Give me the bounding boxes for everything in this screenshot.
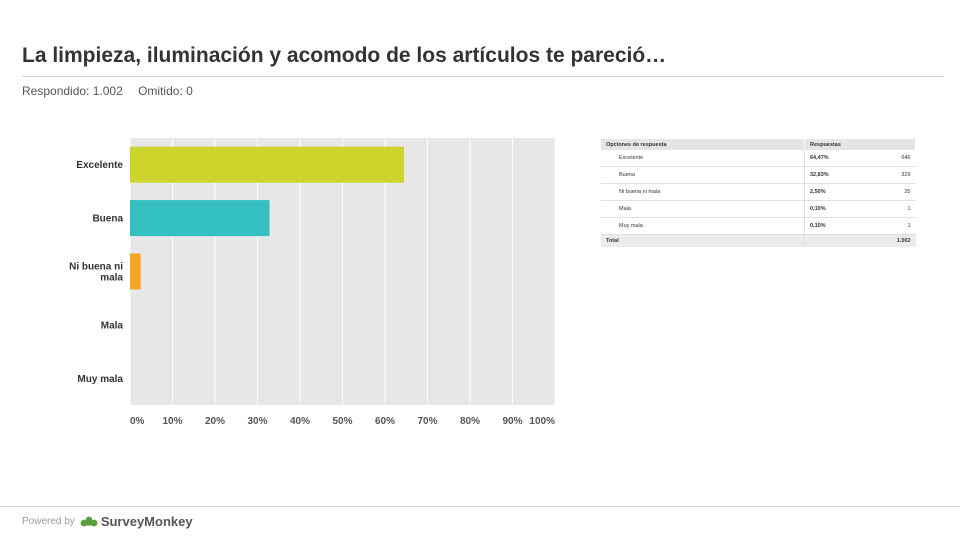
table-row: Excelente 64,47% 646 xyxy=(601,150,916,167)
brand-name: SurveyMonkey xyxy=(100,514,193,529)
option-percent: 32,83% xyxy=(804,166,872,184)
category-label: Mala xyxy=(101,320,124,331)
option-count: 1 xyxy=(871,200,916,218)
x-tick-label: 60% xyxy=(375,416,395,427)
answered-count: Respondido: 1.002 xyxy=(22,84,123,98)
powered-by-text: Powered by xyxy=(22,516,75,527)
x-tick-label: 100% xyxy=(529,416,555,427)
footer: Powered by SurveyMonkey xyxy=(22,514,193,529)
x-tick-label: 50% xyxy=(332,416,352,427)
option-label: Mala xyxy=(601,200,805,218)
table-row: Buena 32,83% 329 xyxy=(601,166,916,184)
header-options: Opciones de respuesta xyxy=(601,139,805,150)
table-header-row: Opciones de respuesta Respuestas xyxy=(601,139,916,150)
option-label: Ni buena ni mala xyxy=(601,183,805,201)
total-label: Total xyxy=(601,234,805,247)
option-label: Buena xyxy=(601,166,805,184)
option-count: 25 xyxy=(871,183,916,201)
option-count: 329 xyxy=(871,166,916,184)
bar xyxy=(130,146,404,183)
option-percent: 0,10% xyxy=(804,200,872,218)
category-label: Buena xyxy=(92,214,123,225)
table-row: Mala 0,10% 1 xyxy=(601,200,916,218)
x-tick-labels: 0% 10% 20% 30% 40% 50% 60% 70% 80% 90% 100% xyxy=(130,416,555,427)
option-percent: 64,47% xyxy=(804,150,872,167)
table-row: Muy mala 0,10% 1 xyxy=(601,217,916,235)
bar-chart: Excelente Buena Ni buena ni mala Mala Muy mal… xyxy=(69,138,556,427)
title-divider xyxy=(22,76,944,77)
x-tick-label: 90% xyxy=(502,416,522,427)
table-total-row: Total 1.002 xyxy=(601,234,916,247)
total-value: 1.002 xyxy=(804,234,916,247)
option-count: 646 xyxy=(871,150,916,167)
option-label: Muy mala xyxy=(601,217,805,235)
x-tick-label: 40% xyxy=(290,416,310,427)
x-tick-label: 0% xyxy=(130,416,145,427)
category-label: Excelente xyxy=(76,160,123,171)
response-stats: Respondido: 1.002 Omitido: 0 xyxy=(22,84,205,98)
option-percent: 2,50% xyxy=(804,183,872,201)
page-title: La limpieza, iluminación y acomodo de lo… xyxy=(22,44,667,67)
category-label: Muy mala xyxy=(77,374,123,385)
category-labels: Excelente Buena Ni buena ni mala Mala Muy mal… xyxy=(69,160,123,385)
option-count: 1 xyxy=(871,217,916,235)
bars xyxy=(130,146,404,290)
x-tick-label: 20% xyxy=(205,416,225,427)
x-tick-label: 70% xyxy=(417,416,437,427)
bar xyxy=(130,200,270,237)
x-tick-label: 10% xyxy=(162,416,182,427)
header-responses: Respuestas xyxy=(804,139,916,150)
x-tick-label: 30% xyxy=(247,416,267,427)
surveymonkey-logo-icon xyxy=(80,516,98,526)
category-label: Ni buena ni mala xyxy=(69,262,123,284)
footer-divider xyxy=(0,506,960,507)
skipped-count: Omitido: 0 xyxy=(138,84,193,98)
option-percent: 0,10% xyxy=(804,217,872,235)
option-label: Excelente xyxy=(601,150,805,167)
response-table: Opciones de respuesta Respuestas Excelen… xyxy=(601,139,916,247)
table-row: Ni buena ni mala 2,50% 25 xyxy=(601,183,916,201)
x-tick-label: 80% xyxy=(460,416,480,427)
bar xyxy=(130,253,141,290)
